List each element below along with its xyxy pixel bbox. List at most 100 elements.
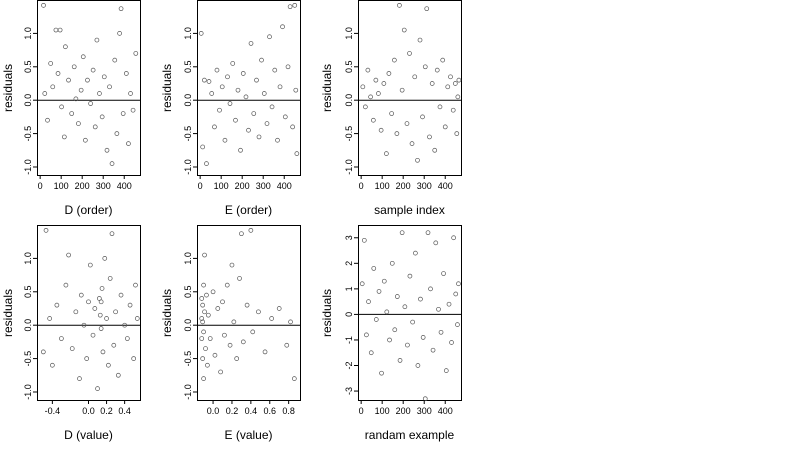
residual-point	[251, 111, 257, 116]
residual-point	[376, 91, 381, 96]
x-tick-label: 300	[417, 406, 432, 416]
plot-frame	[37, 0, 141, 176]
residual-point	[43, 227, 49, 233]
residual-point	[224, 282, 230, 288]
residual-point	[218, 369, 223, 375]
x-tick-label: 100	[375, 406, 390, 416]
residual-point	[373, 77, 379, 83]
residual-point	[243, 94, 249, 100]
residual-point	[448, 74, 453, 80]
residual-point	[88, 101, 93, 106]
panel-d-order: D (order) residuals 0 100 200 300 400 -1.0 -0.…	[1, 0, 141, 217]
residual-point	[287, 4, 293, 10]
residual-point	[384, 309, 390, 315]
residual-point	[53, 27, 59, 33]
residual-point	[275, 137, 280, 143]
residual-point	[78, 87, 84, 93]
residual-point	[107, 84, 112, 90]
residual-point	[430, 347, 436, 353]
x-tick-label: 200	[235, 181, 250, 191]
y-tick-label: 1.0	[183, 252, 193, 265]
residual-point	[234, 356, 240, 361]
y-tick-label: 0.0	[183, 319, 193, 332]
x-tick-label: 100	[375, 181, 390, 191]
x-tick-label: 0	[359, 181, 364, 191]
residual-point	[384, 151, 389, 156]
x-tick-label: 100	[214, 181, 229, 191]
residual-point	[264, 121, 270, 126]
panel-random-example: randam example residuals 0 100 200 300 400 -3…	[320, 225, 462, 442]
y-tick-label: 1.0	[183, 27, 193, 40]
residual-point	[77, 376, 82, 381]
residual-point	[267, 34, 272, 40]
residual-point	[450, 107, 456, 113]
residual-point	[371, 266, 377, 271]
residual-point	[198, 31, 204, 36]
residual-point	[410, 319, 416, 325]
y-tick-label: -1.0	[344, 159, 354, 175]
residual-point	[233, 117, 238, 123]
residual-point	[209, 91, 215, 96]
y-tick-label: 2	[344, 261, 354, 266]
residual-point	[71, 64, 77, 70]
x-tick-label: 400	[438, 181, 453, 191]
residual-point	[126, 141, 131, 146]
residual-point	[45, 117, 50, 123]
residual-point	[394, 294, 400, 299]
residual-point	[259, 57, 264, 63]
residual-point	[397, 2, 402, 8]
residual-point	[201, 376, 206, 381]
residual-point	[361, 237, 367, 243]
residual-point	[50, 84, 56, 90]
residual-point	[248, 41, 254, 46]
residual-point	[254, 77, 259, 83]
residual-point	[54, 302, 60, 308]
residual-point	[288, 319, 293, 325]
residual-point	[203, 346, 208, 351]
residual-point	[219, 84, 225, 90]
residual-point	[199, 336, 205, 341]
residual-point	[122, 322, 127, 328]
y-tick-label: -0.5	[344, 126, 354, 142]
residual-point	[200, 319, 206, 325]
residual-point	[379, 370, 384, 376]
residual-point	[294, 151, 300, 156]
residual-point	[101, 74, 107, 80]
residual-point	[392, 57, 397, 63]
residual-point	[199, 296, 205, 301]
residual-point	[106, 362, 111, 368]
residual-point	[418, 296, 423, 302]
x-tick-label: 200	[75, 181, 90, 191]
residual-point	[231, 319, 237, 325]
residual-point	[202, 309, 207, 315]
residual-point	[446, 301, 452, 307]
x-tick-label: 400	[438, 406, 453, 416]
residual-point	[69, 111, 75, 116]
residual-point	[368, 94, 373, 100]
residual-point	[291, 376, 297, 381]
x-axis-label: E (value)	[224, 428, 272, 442]
residual-point	[73, 309, 79, 315]
residual-point	[109, 231, 115, 237]
residual-point	[57, 27, 63, 33]
residual-point	[360, 84, 366, 90]
residual-point	[69, 346, 75, 351]
residual-point	[200, 302, 206, 308]
residual-point	[381, 278, 387, 284]
residual-point	[92, 306, 98, 311]
x-tick-label: 300	[96, 181, 111, 191]
x-axis-label: randam example	[365, 428, 455, 442]
residual-point	[445, 84, 451, 90]
plot-frame	[197, 225, 301, 401]
residual-point	[201, 329, 206, 335]
x-tick-label: -0.4	[45, 406, 61, 416]
residual-point	[238, 147, 243, 153]
x-axis-label: D (order)	[64, 203, 112, 217]
residual-point	[104, 316, 109, 321]
residual-point	[437, 104, 443, 110]
residual-point	[441, 271, 446, 276]
residual-point	[407, 51, 412, 56]
residual-point	[107, 276, 113, 281]
residual-point	[397, 358, 403, 363]
